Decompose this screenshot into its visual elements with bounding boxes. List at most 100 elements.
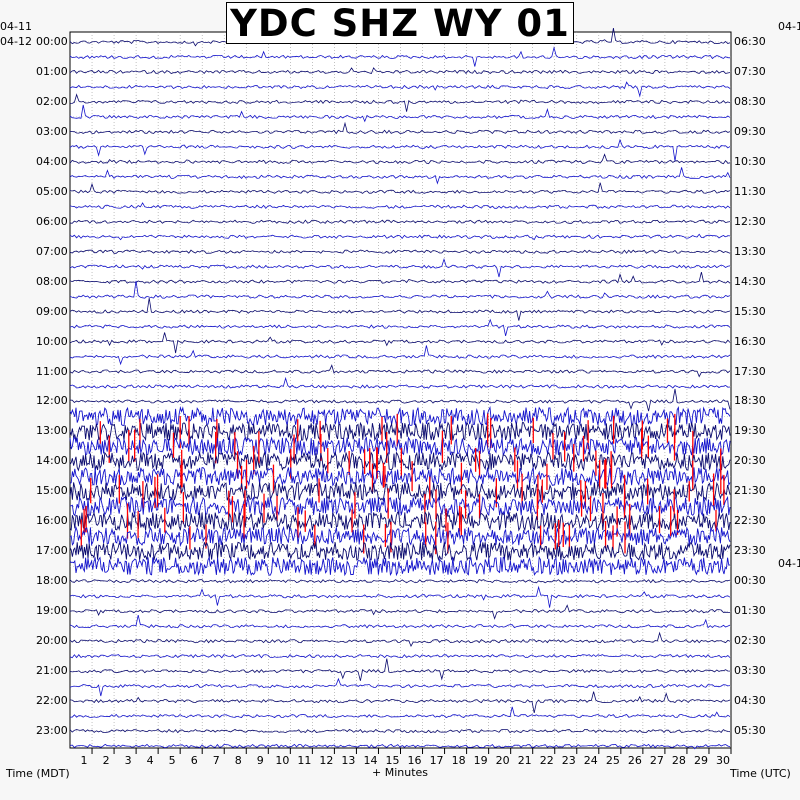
right-hour-label: 19:30	[734, 424, 766, 438]
seismic-trace-line	[69, 364, 731, 378]
right-top-date: 04-1	[778, 20, 800, 33]
right-hour-label: 04:30	[734, 694, 766, 708]
seismic-trace-line	[69, 467, 731, 487]
seismic-trace-line	[69, 451, 731, 472]
seismic-trace-line	[69, 510, 731, 532]
seismic-trace-line	[69, 167, 731, 185]
x-tick-label: 1	[81, 754, 88, 767]
seismic-trace-line	[69, 46, 731, 67]
right-hour-label: 21:30	[734, 484, 766, 498]
seismic-trace-line	[69, 219, 731, 224]
x-tick-label: 15	[386, 754, 400, 767]
left-hour-label: 16:00	[36, 514, 68, 528]
x-tick-label: 26	[628, 754, 642, 767]
seismic-trace-line	[69, 257, 731, 278]
x-tick-label: 8	[235, 754, 242, 767]
seismic-trace-line	[69, 525, 731, 548]
seismic-trace-line	[69, 555, 731, 577]
left-hour-label: 08:00	[36, 274, 68, 288]
x-tick-label: 3	[125, 754, 132, 767]
left-hour-label: 11:00	[36, 364, 68, 378]
left-hour-label: 04:00	[36, 154, 68, 168]
seismic-trace-line	[69, 388, 731, 412]
left-hour-label: 02:00	[36, 94, 68, 108]
x-tick-label: 21	[518, 754, 532, 767]
seismic-trace-line	[69, 653, 731, 659]
seismic-trace-line	[69, 233, 731, 241]
seismic-trace-line	[69, 153, 731, 165]
x-ticks: 1 2 3 4 5 6 7 8 9 10 11 12 13 14 15 16 17 18 19 20 21 22 23 24 2…	[81, 748, 732, 767]
left-hour-label: 06:00	[36, 214, 68, 228]
left-hour-label: 17:00	[36, 544, 68, 558]
seismic-trace-line	[69, 280, 731, 299]
right-hour-label: 16:30	[734, 334, 766, 348]
x-tick-label: 24	[584, 754, 598, 767]
left-hour-label: 22:00	[36, 694, 68, 708]
right-hour-label: 23:30	[734, 544, 766, 558]
left-hour-label: 23:00	[36, 724, 68, 738]
right-hour-label: 10:30	[734, 154, 766, 168]
x-tick-label: 27	[650, 754, 664, 767]
x-tick-label: 7	[213, 754, 220, 767]
left-hour-label: 03:00	[36, 124, 68, 138]
seismic-trace-line	[69, 138, 731, 162]
x-tick-label: 29	[694, 754, 708, 767]
x-tick-label: 20	[496, 754, 510, 767]
x-tick-label: 6	[191, 754, 198, 767]
left-hour-label: 20:00	[36, 634, 68, 648]
right-hour-label: 12:30	[734, 214, 766, 228]
right-hour-label: 07:30	[734, 64, 766, 78]
left-hour-label: 07:00	[36, 244, 68, 258]
left-hour-label: 15:00	[36, 484, 68, 498]
x-tick-label: 30	[716, 754, 730, 767]
x-tick-label: 13	[341, 754, 355, 767]
right-hour-label: 13:30	[734, 244, 766, 258]
seismic-trace-line	[69, 376, 731, 389]
seismic-trace-line	[69, 585, 731, 608]
seismic-trace-line	[69, 743, 731, 750]
right-hour-label: 00:30	[734, 574, 766, 588]
right-hour-label: 15:30	[734, 304, 766, 318]
right-hour-label: 05:30	[734, 724, 766, 738]
x-tick-label: 18	[452, 754, 466, 767]
seismic-trace-line	[69, 81, 731, 98]
seismic-trace-line	[69, 297, 731, 321]
x-tick-label: 4	[147, 754, 154, 767]
chart-title: YDC SHZ WY 01	[226, 2, 574, 45]
x-tick-label: 22	[540, 754, 554, 767]
seismic-trace-line	[69, 677, 731, 697]
left-axis-label: Time (MDT)	[6, 767, 70, 780]
seismic-trace-line	[69, 728, 731, 734]
left-date: 04-12	[0, 35, 32, 48]
seismic-trace-line	[69, 436, 731, 457]
seismic-trace-line	[69, 631, 731, 648]
seismic-trace-line	[69, 579, 731, 584]
x-tick-label: 23	[562, 754, 576, 767]
right-hour-label: 14:30	[734, 274, 766, 288]
left-hour-label: 00:00	[36, 35, 68, 48]
right-hour-label: 09:30	[734, 124, 766, 138]
seismic-trace-line	[69, 658, 731, 681]
right-hour-label: 01:30	[734, 604, 766, 618]
right-hour-label: 11:30	[734, 184, 766, 198]
x-tick-label: 9	[257, 754, 264, 767]
x-tick-label: 14	[363, 754, 377, 767]
left-top-date: 04-11	[0, 20, 32, 33]
left-hour-label: 10:00	[36, 334, 68, 348]
x-tick-label: 2	[103, 754, 110, 767]
right-hour-label: 20:30	[734, 454, 766, 468]
seismic-trace-line	[69, 406, 731, 427]
x-tick-label: 25	[606, 754, 620, 767]
seismic-trace-line	[69, 615, 731, 629]
seismic-trace-line	[69, 345, 731, 366]
right-hour-label: 06:30	[734, 35, 766, 48]
x-tick-label: 19	[474, 754, 488, 767]
left-hour-label: 19:00	[36, 604, 68, 618]
right-mid-date: 04-1	[778, 557, 800, 570]
left-hour-label: 01:00	[36, 64, 68, 78]
seismic-trace-line	[69, 182, 731, 194]
left-hour-label: 18:00	[36, 574, 68, 588]
left-hour-label: 14:00	[36, 454, 68, 468]
x-tick-label: 12	[319, 754, 333, 767]
